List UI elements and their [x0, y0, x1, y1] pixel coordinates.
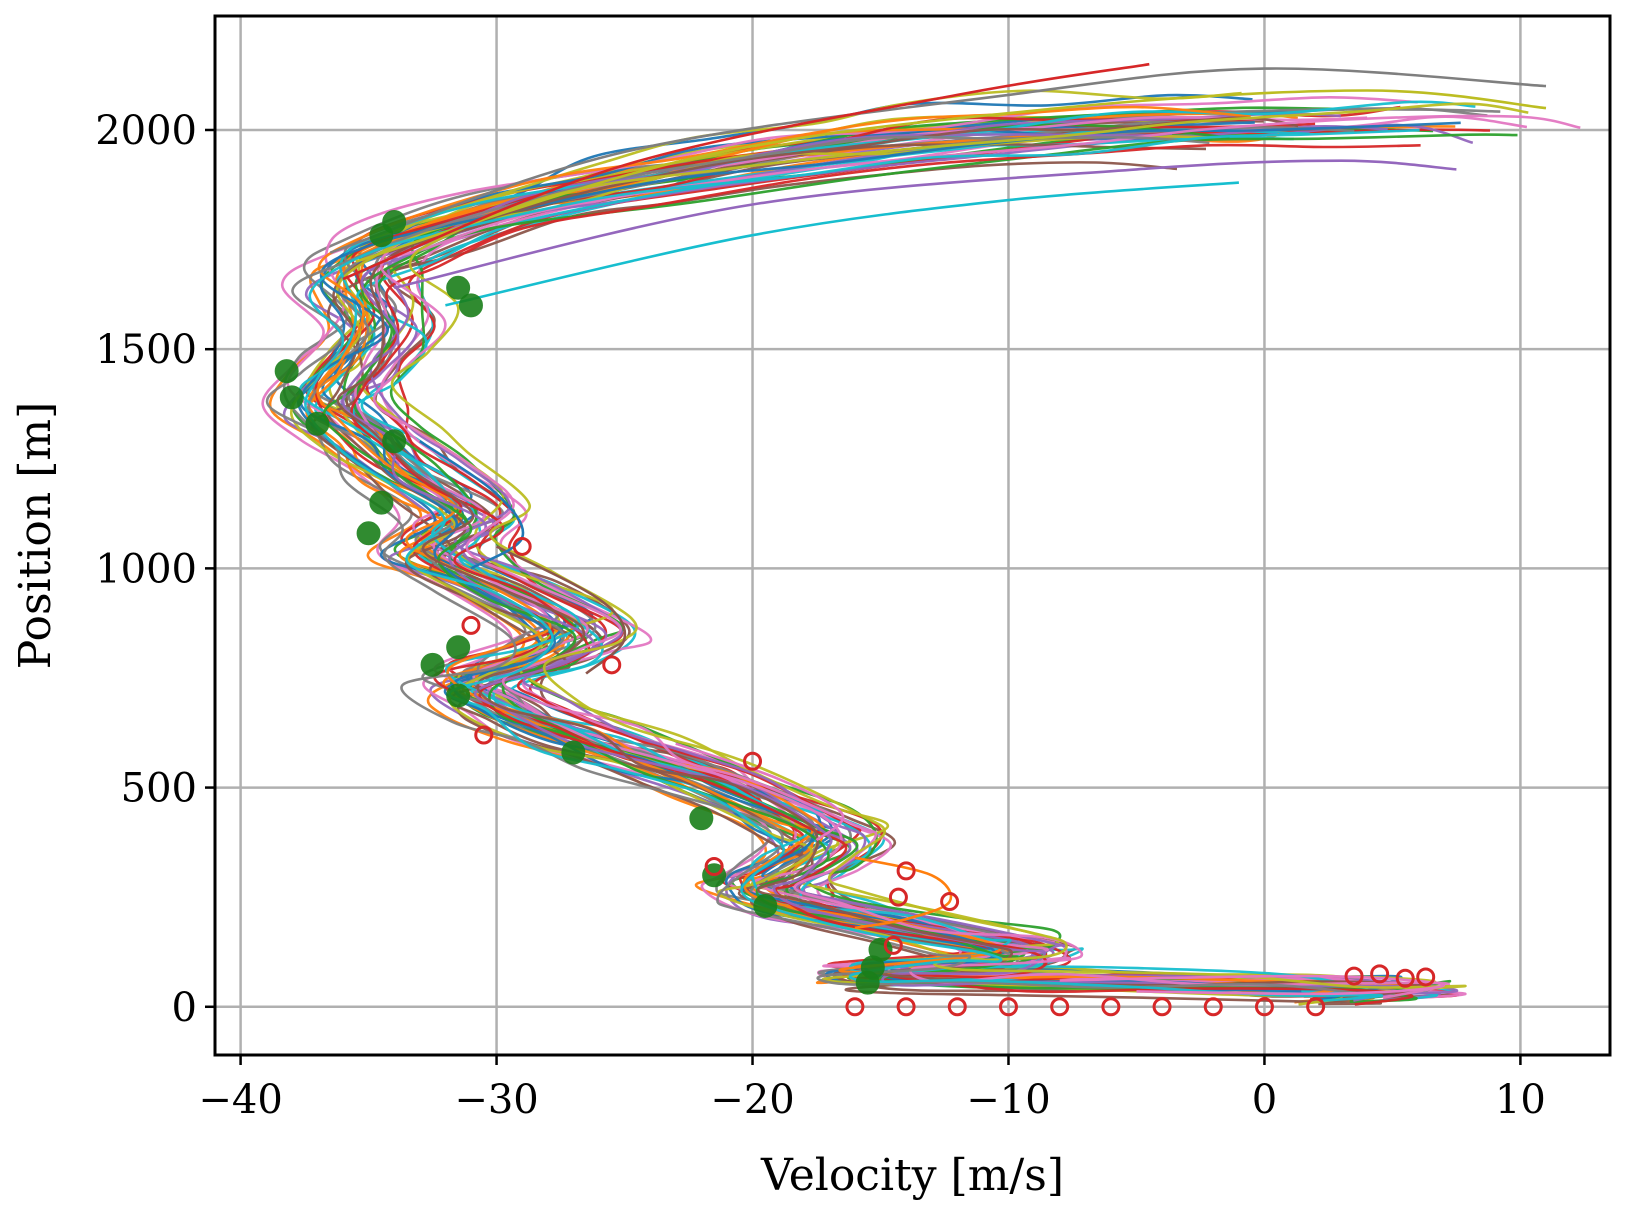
start-marker [888, 887, 908, 907]
start-marker [1152, 997, 1172, 1017]
x-tick-label: −40 [198, 1077, 282, 1123]
x-tick-label: −10 [966, 1077, 1050, 1123]
y-tick-label: 1000 [95, 546, 197, 592]
trajectory-line [675, 742, 845, 842]
green-marker [446, 275, 471, 300]
start-marker [1395, 968, 1415, 988]
x-tick-label: 10 [1495, 1077, 1546, 1123]
green-marker [369, 490, 394, 515]
x-tick-label: −20 [710, 1077, 794, 1123]
trajectory-line [342, 62, 1150, 281]
plot-frame [213, 14, 1612, 1057]
start-marker [602, 655, 622, 675]
trajectory-line [1059, 974, 1445, 996]
trajectory-line [316, 105, 1376, 997]
green-marker [420, 652, 445, 677]
start-marker [940, 892, 960, 912]
start-marker [998, 997, 1018, 1017]
green-marker [305, 411, 330, 436]
green-marker [356, 521, 381, 546]
start-marker [845, 997, 865, 1017]
start-marker [896, 861, 916, 881]
start-marker [1344, 966, 1364, 986]
green-marker [458, 293, 483, 318]
x-tick-label: 0 [1252, 1077, 1277, 1123]
start-marker [461, 615, 481, 635]
y-axis-label: Position [m] [10, 402, 61, 670]
y-tick-label: 2000 [95, 108, 197, 154]
trajectory-line [355, 89, 1547, 263]
green-marker [561, 740, 586, 765]
start-marker [1416, 967, 1436, 987]
start-marker [1203, 997, 1223, 1017]
green-marker [753, 893, 778, 918]
start-marker [896, 997, 916, 1017]
trajectory-line [393, 159, 1457, 290]
y-tick-label: 0 [172, 985, 197, 1031]
plot-content [261, 62, 1581, 1017]
start-marker [947, 997, 967, 1017]
x-axis-label: Velocity [m/s] [760, 1150, 1064, 1201]
trajectory-line [854, 856, 953, 930]
start-marker [743, 751, 763, 771]
green-marker [382, 429, 407, 454]
start-marker [1370, 964, 1390, 984]
green-marker [279, 385, 304, 410]
y-tick-label: 1500 [95, 327, 197, 373]
y-tick-label: 500 [121, 766, 197, 812]
green-marker [689, 806, 714, 831]
green-marker [382, 210, 407, 235]
trajectory-line [299, 121, 1461, 1002]
start-marker [1101, 997, 1121, 1017]
start-marker [704, 856, 724, 876]
axis-ticks: −40 −30 −20 −10 0 10 0 500 1000 1500 2000 [95, 108, 1546, 1123]
start-marker [1050, 997, 1070, 1017]
trajectory-line [419, 440, 525, 570]
trajectory-line [445, 181, 1239, 307]
start-marker [512, 536, 532, 556]
plot-area [261, 62, 1581, 1017]
start-marker [1306, 997, 1326, 1017]
start-marker [1254, 997, 1274, 1017]
green-marker [446, 635, 471, 660]
green-marker [446, 683, 471, 708]
green-marker [274, 359, 299, 384]
trajectory-line [329, 67, 1547, 254]
x-tick-label: −30 [454, 1077, 538, 1123]
start-marker [474, 725, 494, 745]
start-marker [883, 935, 903, 955]
